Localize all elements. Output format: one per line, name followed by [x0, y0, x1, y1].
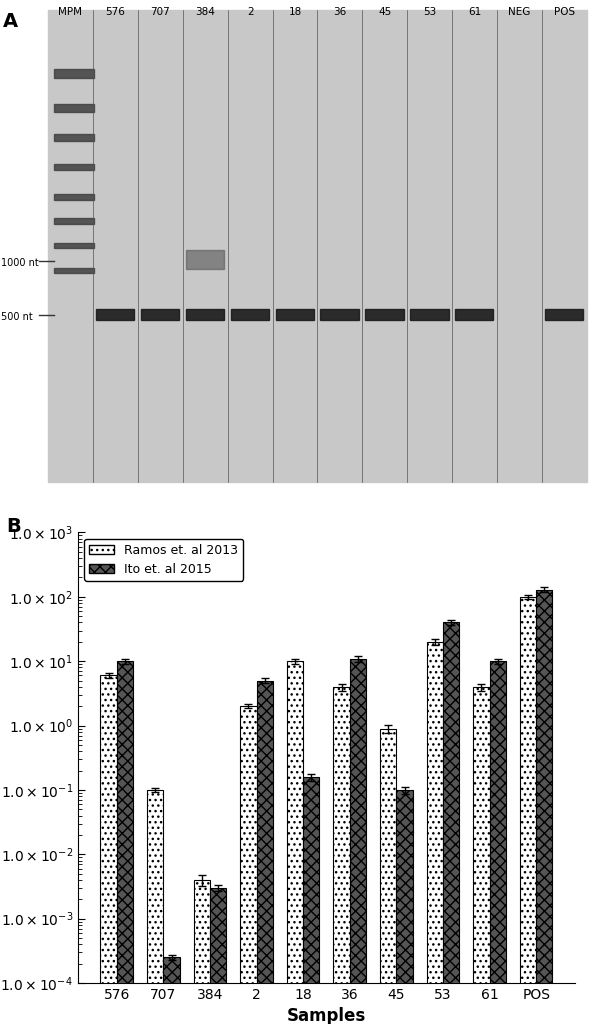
Bar — [397, 790, 413, 1024]
Text: 500 nt: 500 nt — [1, 312, 32, 322]
Bar — [365, 309, 404, 319]
Bar — [473, 687, 489, 1024]
Text: 1000 nt: 1000 nt — [1, 258, 38, 268]
Text: 707: 707 — [150, 7, 170, 17]
Text: 53: 53 — [423, 7, 437, 17]
Bar — [164, 957, 180, 1024]
Bar — [54, 268, 95, 272]
X-axis label: Samples: Samples — [287, 1008, 366, 1024]
Text: MPM: MPM — [58, 7, 83, 17]
Bar — [101, 676, 117, 1024]
Bar — [186, 250, 224, 269]
Text: 384: 384 — [195, 7, 215, 17]
Bar — [256, 681, 273, 1024]
Bar — [147, 790, 164, 1024]
Bar — [334, 687, 350, 1024]
Bar — [320, 309, 359, 319]
Text: 18: 18 — [288, 7, 302, 17]
Bar — [54, 218, 95, 224]
Bar — [545, 309, 583, 319]
Text: POS: POS — [554, 7, 575, 17]
Bar — [350, 658, 366, 1024]
Bar — [210, 888, 226, 1024]
Bar — [455, 309, 494, 319]
Bar — [193, 880, 210, 1024]
Text: NEG: NEG — [509, 7, 531, 17]
Text: 36: 36 — [333, 7, 347, 17]
Text: 576: 576 — [105, 7, 125, 17]
Bar — [489, 662, 506, 1024]
Text: 2: 2 — [247, 7, 253, 17]
Bar — [54, 70, 95, 78]
Bar — [287, 662, 303, 1024]
Text: A: A — [3, 12, 18, 32]
Bar — [231, 309, 269, 319]
Text: 45: 45 — [378, 7, 392, 17]
Text: B: B — [6, 517, 21, 537]
Bar — [426, 642, 443, 1024]
Bar — [443, 623, 459, 1024]
Legend: Ramos et. al 2013, Ito et. al 2015: Ramos et. al 2013, Ito et. al 2015 — [84, 539, 243, 581]
Bar — [54, 244, 95, 248]
Bar — [380, 728, 397, 1024]
Bar — [54, 104, 95, 112]
Bar — [141, 309, 179, 319]
Bar — [186, 309, 224, 319]
Bar — [410, 309, 449, 319]
Bar — [54, 134, 95, 141]
Bar — [276, 309, 314, 319]
Bar — [96, 309, 134, 319]
Bar — [54, 164, 95, 170]
Bar — [520, 597, 536, 1024]
Bar — [303, 777, 319, 1024]
Text: 61: 61 — [468, 7, 482, 17]
Bar — [240, 707, 256, 1024]
Bar — [54, 194, 95, 200]
Bar — [536, 590, 552, 1024]
Bar — [117, 662, 133, 1024]
